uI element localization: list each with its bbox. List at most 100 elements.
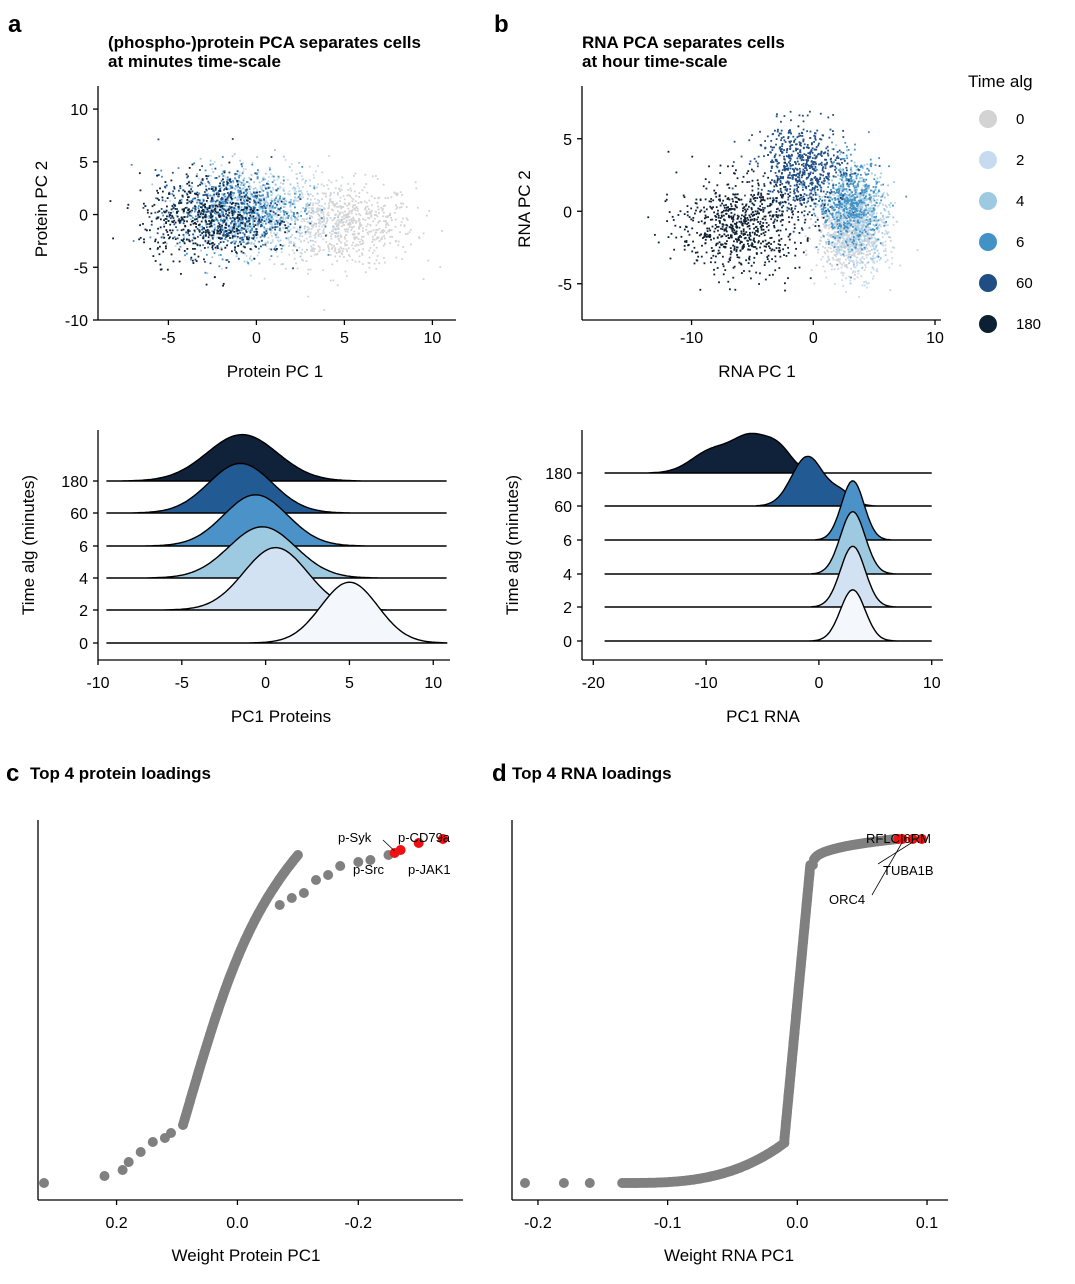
b-point <box>831 148 834 150</box>
b-point <box>865 192 868 195</box>
a-point <box>213 252 216 254</box>
b-point <box>843 221 845 224</box>
a-point <box>178 241 181 244</box>
a-point <box>225 208 228 211</box>
b-point <box>838 232 841 235</box>
a-point <box>321 221 324 223</box>
a-point <box>198 209 200 212</box>
b-point <box>850 214 852 217</box>
b-point <box>859 245 861 248</box>
a-point <box>329 254 332 256</box>
b-point <box>839 248 842 251</box>
a-point <box>248 182 251 185</box>
a-point <box>373 214 376 216</box>
b-point <box>851 271 854 274</box>
a-point <box>202 244 204 246</box>
b-point <box>853 223 856 225</box>
a-point <box>206 194 208 197</box>
a-point <box>240 197 243 199</box>
a-point <box>185 252 188 255</box>
a-point <box>361 235 363 238</box>
a-point <box>248 217 251 220</box>
a-point <box>143 238 145 241</box>
b-point <box>808 226 811 229</box>
legend: Time alg 0 2 4 6 60 180 <box>968 72 1041 333</box>
a-point <box>201 182 204 185</box>
a-point <box>247 220 250 223</box>
b-point <box>834 188 837 191</box>
b-point <box>834 221 836 223</box>
b-point <box>818 242 821 245</box>
b-point <box>852 260 855 262</box>
a-point <box>172 260 175 263</box>
a-point <box>262 194 264 197</box>
b-point <box>820 204 823 207</box>
a-point <box>382 256 385 259</box>
b-point <box>864 225 866 228</box>
a-point <box>244 197 247 200</box>
a-point <box>234 202 237 205</box>
b-point <box>856 264 858 267</box>
a-point <box>321 198 324 201</box>
a-point <box>400 206 403 208</box>
a-point <box>208 234 211 236</box>
b-point <box>830 235 833 238</box>
a-point <box>249 208 252 211</box>
b-point <box>835 224 838 227</box>
a-point <box>167 211 170 214</box>
a-point <box>198 201 201 204</box>
a-point <box>224 228 226 231</box>
b-point <box>801 184 804 186</box>
b-point <box>850 175 853 178</box>
b-point <box>835 259 838 261</box>
b-point <box>834 175 837 178</box>
a-point <box>395 240 398 242</box>
a-point <box>258 222 260 225</box>
a-point <box>301 192 303 194</box>
b-point <box>846 196 848 199</box>
a-point <box>213 219 216 222</box>
b-point <box>816 251 819 254</box>
a-point <box>342 247 345 250</box>
b-point <box>861 167 864 170</box>
a-point <box>327 202 330 205</box>
a-point <box>226 232 228 235</box>
a-point <box>376 255 379 257</box>
a-point <box>215 248 218 251</box>
b-point <box>839 228 842 230</box>
a-point <box>249 229 252 232</box>
a-point <box>159 268 162 271</box>
a-point <box>186 215 189 217</box>
a-point <box>239 188 242 191</box>
a-point <box>156 197 159 200</box>
a-point <box>315 202 317 205</box>
a-point <box>267 187 270 189</box>
a-point <box>227 234 230 237</box>
a-point <box>190 185 193 188</box>
a-point <box>264 228 267 231</box>
a-point <box>186 193 189 196</box>
b-point <box>823 225 826 228</box>
a-point <box>241 202 244 205</box>
a-point <box>351 221 354 224</box>
b-point <box>846 214 849 217</box>
a-point <box>200 249 202 252</box>
b-point <box>854 246 857 249</box>
a-point <box>225 205 228 208</box>
b-point <box>858 205 861 208</box>
a-point <box>293 252 296 255</box>
b-point <box>857 205 859 208</box>
b-point <box>868 252 871 255</box>
a-point <box>224 231 227 233</box>
a-point <box>157 241 160 244</box>
a-point <box>173 187 176 190</box>
a-point <box>192 198 194 201</box>
a-point <box>232 212 235 215</box>
a-point <box>318 218 321 221</box>
b-point <box>785 181 788 184</box>
a-point <box>307 227 310 230</box>
a-point <box>191 259 194 262</box>
a-point <box>335 179 338 182</box>
a-point <box>249 231 252 234</box>
b-point <box>837 208 840 211</box>
